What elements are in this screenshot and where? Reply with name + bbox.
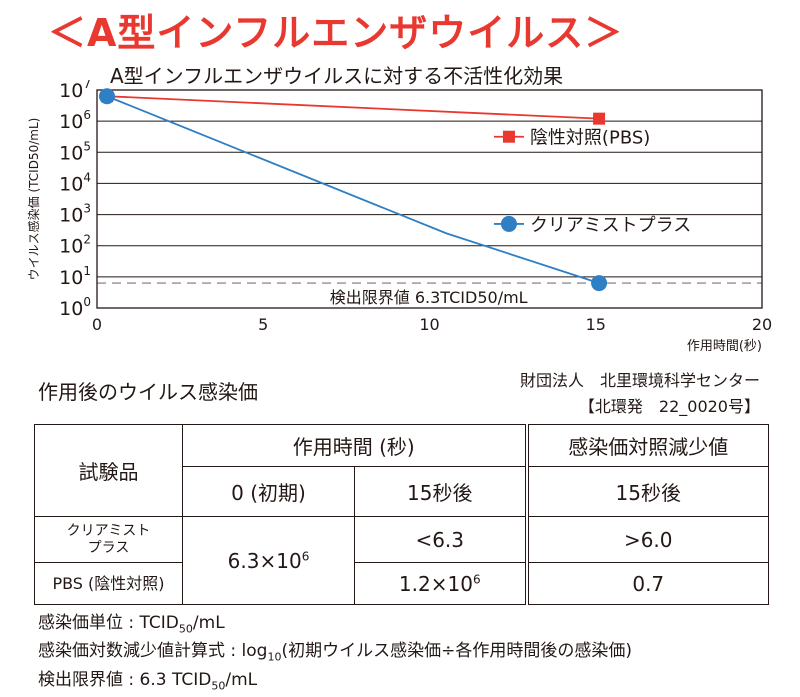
legend-marker — [500, 215, 517, 232]
data-point-circle — [591, 275, 608, 292]
x-tick-label: 20 — [752, 315, 772, 334]
note-unit: 感染価単位 : TCID50/mL — [38, 613, 225, 636]
legend-label: 陰性対照(PBS) — [530, 128, 650, 149]
x-tick-label: 15 — [586, 315, 606, 334]
row-pbs-name: PBS (陰性対照) — [34, 562, 183, 605]
organization-credit: 財団法人 北里環境科学センター 【北環発 22_0020号】 — [520, 368, 760, 420]
data-point-square — [593, 112, 606, 125]
header-reduction: 感染価対照減少値 — [526, 424, 769, 467]
row-pbs-15s: 1.2×106 — [354, 562, 529, 605]
header-time: 作用時間 (秒) — [182, 424, 529, 467]
y-tick-label: 103 — [59, 202, 91, 227]
y-tick-label: 105 — [59, 139, 91, 164]
note-detection-limit: 検出限界値 : 6.3 TCID50/mL — [38, 669, 258, 693]
y-tick-label: 100 — [59, 295, 91, 320]
row-clearmist-15s: <6.3 — [354, 516, 529, 563]
x-tick-label: 5 — [258, 315, 268, 334]
y-tick-label: 106 — [59, 108, 91, 133]
legend-label: クリアミストプラス — [530, 215, 691, 236]
row-pbs-15s-value: 1.2×10 — [398, 571, 473, 596]
chart-title: A型インフルエンザウイルスに対する不活性化効果 — [110, 64, 564, 88]
x-tick-label: 0 — [92, 315, 102, 334]
y-tick-label: 107 — [59, 80, 91, 102]
series-line — [106, 95, 600, 120]
initial-value-exp: 6 — [301, 548, 310, 563]
x-axis-label: 作用時間(秒) — [687, 339, 762, 354]
y-tick-label: 102 — [59, 233, 91, 258]
y-tick-label: 104 — [59, 170, 91, 195]
inactivation-chart: 検出限界値 6.3TCID50/mL1071061051041031021011… — [26, 80, 772, 354]
report-number: 【北環発 22_0020号】 — [578, 397, 760, 416]
data-point-circle — [98, 88, 115, 105]
series-line — [106, 95, 600, 284]
initial-value: 6.3×10 — [227, 548, 302, 573]
header-sample: 試験品 — [34, 424, 183, 517]
row-clearmist-reduction: >6.0 — [526, 516, 769, 563]
row-pbs-reduction: 0.7 — [526, 562, 769, 605]
header-15s: 15秒後 — [354, 466, 529, 517]
initial-value-cell: 6.3×106 — [182, 516, 355, 605]
results-table: 試験品 作用時間 (秒) 感染価対照減少値 0 (初期) 15秒後 15秒後 ク… — [34, 424, 769, 605]
note-formula: 感染価対数減少値計算式 : log10(初期ウイルス感染価÷各作用時間後の感染価… — [38, 641, 632, 664]
row-clearmist-name: クリアミスト プラス — [34, 516, 183, 563]
detection-limit-label: 検出限界値 6.3TCID50/mL — [330, 288, 528, 307]
x-tick-label: 10 — [419, 315, 439, 334]
table-section-title: 作用後のウイルス感染価 — [38, 380, 258, 404]
header-initial: 0 (初期) — [182, 466, 355, 517]
header-reduction-15s: 15秒後 — [526, 466, 769, 517]
row-pbs-15s-exp: 6 — [472, 571, 481, 586]
legend-marker — [502, 130, 515, 143]
y-tick-label: 101 — [59, 264, 91, 289]
y-axis-label: ウイルス感染価 (TCID50/mL) — [26, 118, 41, 281]
page-banner-title: ＜A型インフルエンザウイルス＞ — [48, 11, 624, 55]
organization-name: 財団法人 北里環境科学センター — [519, 371, 760, 390]
notes: 感染価単位 : TCID50/mL 感染価対数減少値計算式 : log10(初期… — [38, 612, 632, 697]
plot-frame — [96, 89, 763, 309]
